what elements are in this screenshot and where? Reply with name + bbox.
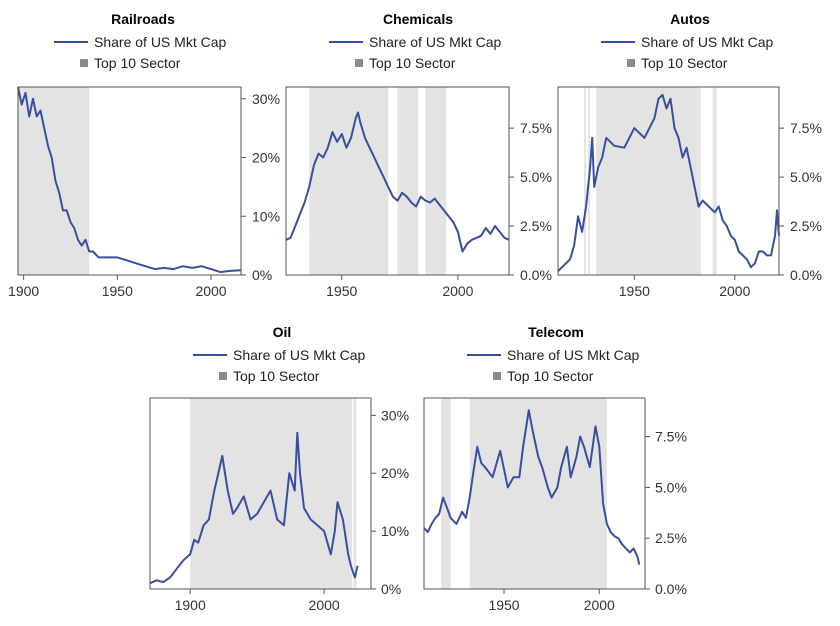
oil-y-tick-label: 0% <box>381 581 401 597</box>
chemicals-y-tick-label: 7.5% <box>520 120 552 136</box>
oil-plot-frame <box>149 397 372 590</box>
chemicals-plot-frame <box>285 86 510 276</box>
autos-title: Autos <box>670 11 710 27</box>
autos-x-tick-label: 2000 <box>719 283 750 299</box>
chemicals-y-tick-label: 0.0% <box>520 267 552 283</box>
telecom-top10-period-1 <box>469 398 607 589</box>
oil-y-tick-label: 10% <box>381 523 409 539</box>
telecom-top10-period-0 <box>441 398 451 589</box>
panel-telecom: Telecom Share of US Mkt Cap Top 10 Sector 1… <box>423 324 687 613</box>
railroads-legend: Share of US Mkt Cap Top 10 Sector <box>54 34 226 71</box>
railroads-series-line-0 <box>17 86 242 274</box>
legend-shade-swatch <box>80 59 88 67</box>
chemicals-x-tick-label: 2000 <box>442 283 473 299</box>
chemicals-top10-period-0 <box>309 87 389 275</box>
oil-legend: Share of US Mkt Cap Top 10 Sector <box>193 347 365 384</box>
telecom-title: Telecom <box>528 324 584 340</box>
oil-top10-period-1 <box>353 398 357 589</box>
railroads-x-tick-label: 2000 <box>195 283 226 299</box>
legend-shade-label: Top 10 Sector <box>369 55 456 71</box>
telecom-series-line-0 <box>423 409 641 565</box>
legend-line-label: Share of US Mkt Cap <box>369 34 501 50</box>
telecom-y-tick-label: 7.5% <box>655 429 687 445</box>
legend-shade-label: Top 10 Sector <box>641 55 728 71</box>
railroads-y-tick-label: 10% <box>252 208 280 224</box>
autos-x-tick-label: 1950 <box>619 283 650 299</box>
legend-shade-swatch <box>493 372 501 380</box>
legend-line-label: Share of US Mkt Cap <box>233 347 365 363</box>
telecom-y-tick-label: 0.0% <box>655 581 687 597</box>
autos-top10-period-2 <box>596 87 701 275</box>
autos-top10-period-0 <box>584 87 587 275</box>
oil-series-line-0 <box>149 431 359 585</box>
chemicals-top10-period-2 <box>425 87 447 275</box>
oil-x-tick-label: 2000 <box>309 597 340 613</box>
oil-title: Oil <box>273 324 292 340</box>
chemicals-title: Chemicals <box>383 11 453 27</box>
telecom-y-tick-label: 2.5% <box>655 530 687 546</box>
chemicals-y-tick-label: 2.5% <box>520 218 552 234</box>
autos-y-tick-label: 2.5% <box>790 218 822 234</box>
railroads-title: Railroads <box>111 11 175 27</box>
railroads-y-tick-label: 30% <box>252 91 280 107</box>
railroads-x-tick-label: 1900 <box>8 283 39 299</box>
legend-shade-swatch <box>627 59 635 67</box>
railroads-plot-frame <box>17 86 242 276</box>
chemicals-x-tick-label: 1950 <box>326 283 357 299</box>
legend-shade-label: Top 10 Sector <box>507 368 594 384</box>
autos-top10-period-3 <box>712 87 717 275</box>
autos-plot-frame <box>557 86 780 276</box>
legend-shade-swatch <box>219 372 227 380</box>
railroads-y-tick-label: 20% <box>252 150 280 166</box>
chemicals-legend: Share of US Mkt Cap Top 10 Sector <box>329 34 501 71</box>
autos-y-tick-label: 7.5% <box>790 120 822 136</box>
chemicals-top10-period-1 <box>397 87 419 275</box>
telecom-y-tick-label: 5.0% <box>655 479 687 495</box>
telecom-legend: Share of US Mkt Cap Top 10 Sector <box>467 347 639 384</box>
legend-shade-label: Top 10 Sector <box>94 55 181 71</box>
chemicals-series-line-0 <box>285 111 510 253</box>
railroads-y-tick-label: 0% <box>252 267 272 283</box>
autos-series-line-0 <box>557 93 780 272</box>
railroads-x-tick-label: 1950 <box>102 283 133 299</box>
legend-line-label: Share of US Mkt Cap <box>641 34 773 50</box>
telecom-plot-frame <box>423 397 646 590</box>
legend-shade-swatch <box>355 59 363 67</box>
panel-autos: Autos Share of US Mkt Cap Top 10 Sector 195… <box>557 11 822 299</box>
panel-railroads: Railroads Share of US Mkt Cap Top 10 Secto… <box>8 11 280 299</box>
telecom-x-tick-label: 1950 <box>488 597 519 613</box>
legend-shade-label: Top 10 Sector <box>233 368 320 384</box>
oil-y-tick-label: 20% <box>381 465 409 481</box>
telecom-x-tick-label: 2000 <box>584 597 615 613</box>
legend-line-label: Share of US Mkt Cap <box>94 34 226 50</box>
autos-legend: Share of US Mkt Cap Top 10 Sector <box>601 34 773 71</box>
panel-chemicals: Chemicals Share of US Mkt Cap Top 10 Secto… <box>285 11 552 299</box>
autos-y-tick-label: 0.0% <box>790 267 822 283</box>
legend-line-label: Share of US Mkt Cap <box>507 347 639 363</box>
chemicals-y-tick-label: 5.0% <box>520 169 552 185</box>
oil-x-tick-label: 1900 <box>175 597 206 613</box>
oil-y-tick-label: 30% <box>381 407 409 423</box>
autos-y-tick-label: 5.0% <box>790 169 822 185</box>
panel-oil: Oil Share of US Mkt Cap Top 10 Sector 1900 2… <box>149 324 409 613</box>
railroads-top10-period-0 <box>18 87 90 275</box>
